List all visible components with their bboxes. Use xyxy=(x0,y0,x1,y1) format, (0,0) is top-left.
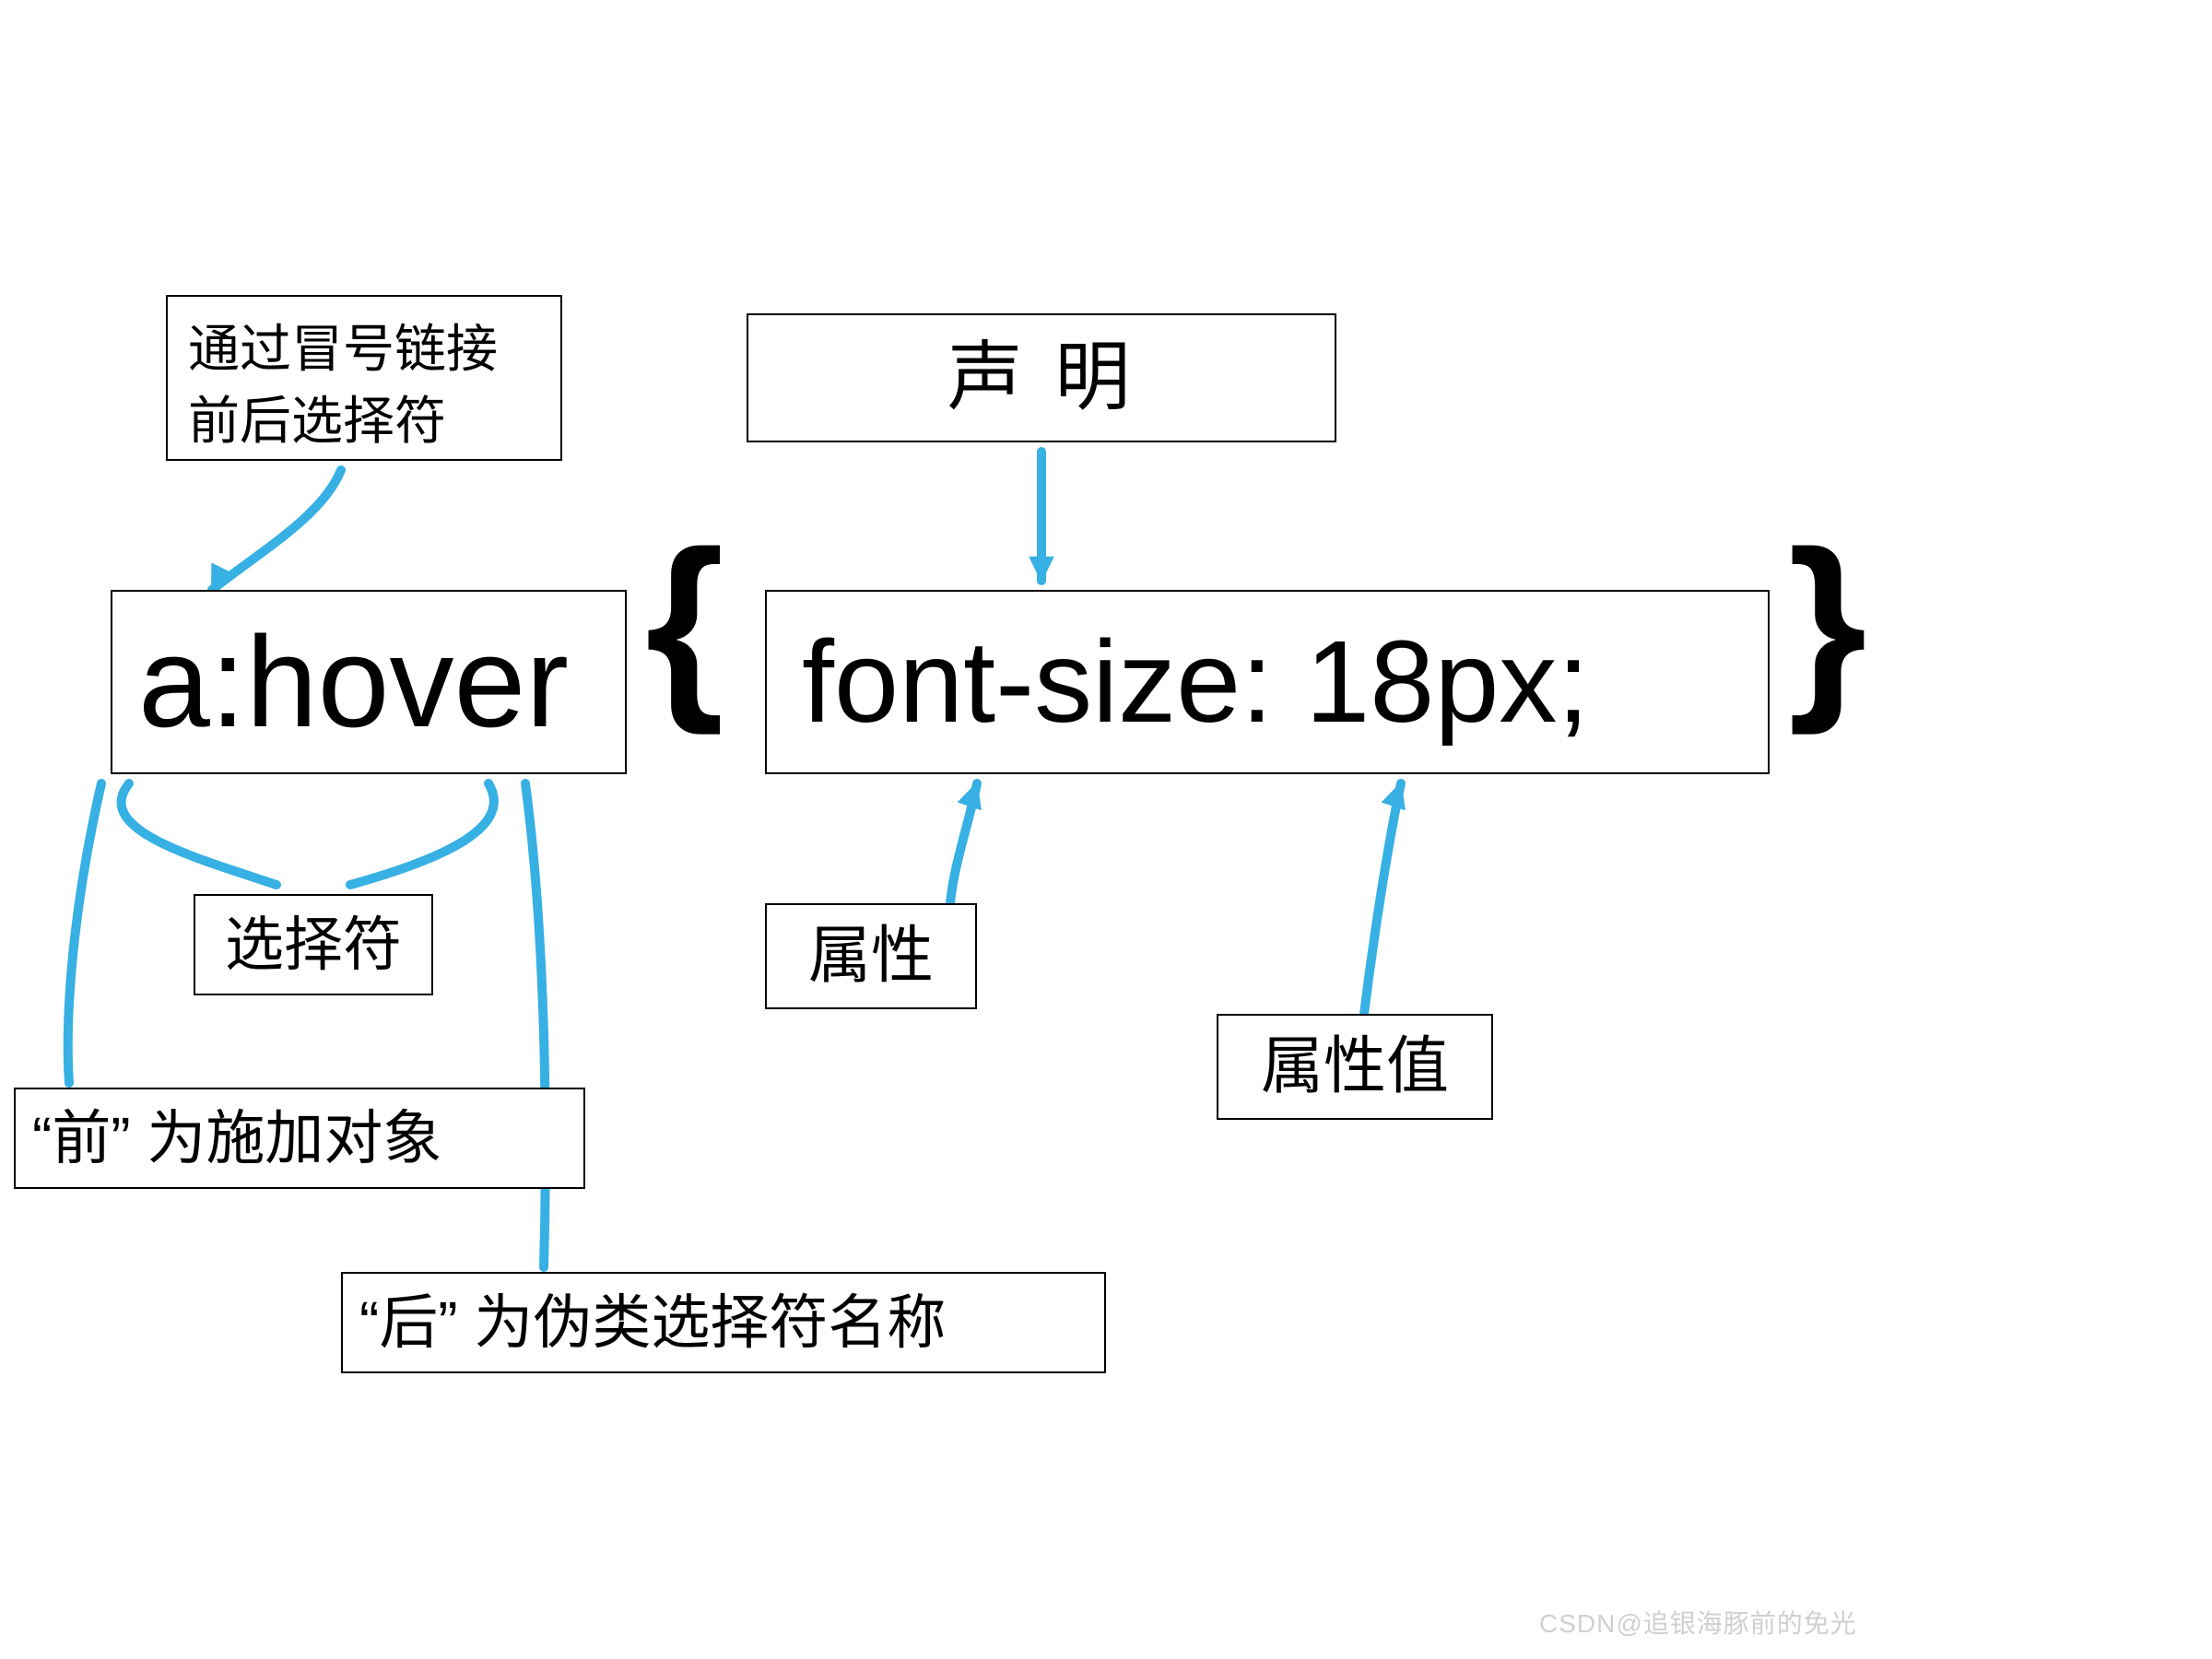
declaration-text: font-size: 18px; xyxy=(802,608,1589,756)
label-declaration-title: 声 明 xyxy=(747,313,1336,442)
watermark: CSDN@追银海豚前的免光 xyxy=(1539,1604,1857,1641)
label-back: “后” 为伪类选择符名称 xyxy=(341,1272,1106,1373)
label-colon-link-line1: 通过冒号链接 xyxy=(188,313,540,385)
selector-text: a:hover xyxy=(138,599,569,765)
brace-close: } xyxy=(1788,521,1867,724)
label-value: 属性值 xyxy=(1217,1014,1493,1120)
label-property: 属性 xyxy=(765,903,977,1009)
label-colon-link-line2: 前后选择符 xyxy=(188,385,540,457)
label-front: “前” 为施加对象 xyxy=(14,1088,585,1189)
label-selector: 选择符 xyxy=(194,894,433,995)
annotation-arrows xyxy=(0,0,2212,1659)
label-colon-link: 通过冒号链接 前后选择符 xyxy=(166,295,562,461)
brace-open: { xyxy=(645,521,724,724)
